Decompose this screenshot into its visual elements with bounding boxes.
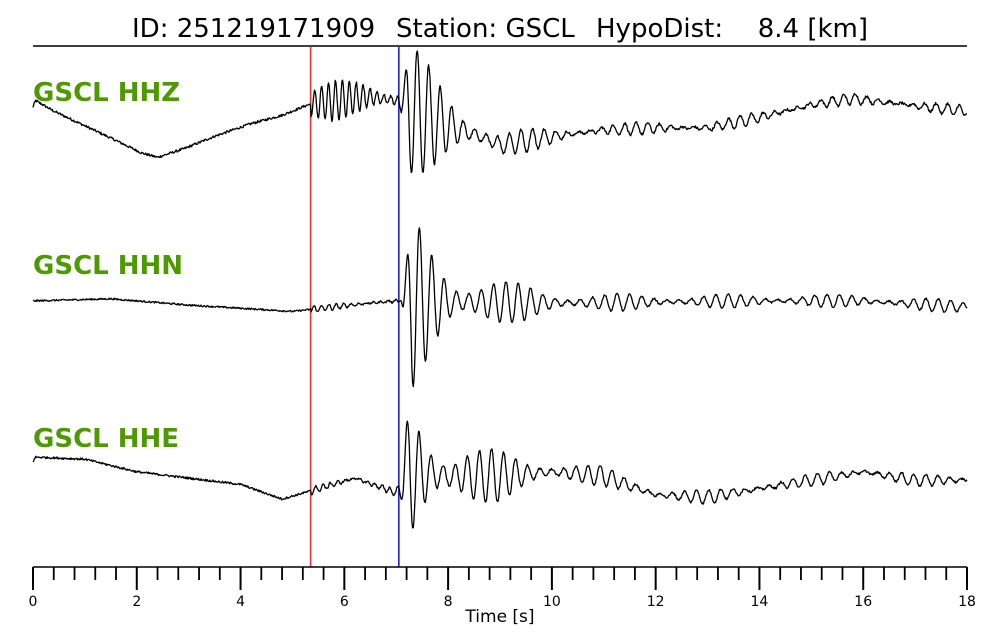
- channel-label-hhn: GSCL HHN: [33, 251, 183, 281]
- tick-label: 6: [340, 594, 349, 610]
- tick-label: 0: [29, 594, 38, 610]
- trace-hhe: [32, 420, 968, 529]
- tick-label: 2: [132, 594, 141, 610]
- channel-label-hhz: GSCL HHZ: [33, 78, 180, 108]
- station-text: Station: GSCL: [396, 14, 575, 44]
- figure-title: ID: 251219171909 Station: GSCL HypoDist:…: [132, 14, 868, 44]
- channel-label-hhe: GSCL HHE: [33, 424, 179, 454]
- waveform-traces: [32, 50, 968, 529]
- tick-label: 12: [647, 594, 665, 610]
- time-axis-label: Time [s]: [464, 607, 534, 627]
- tick-label: 16: [854, 594, 872, 610]
- tick-label: 18: [958, 594, 976, 610]
- hypodist-label: HypoDist:: [596, 14, 723, 44]
- event-id-text: ID: 251219171909: [132, 14, 375, 44]
- channel-labels: GSCL HHZ GSCL HHN GSCL HHE: [33, 78, 183, 454]
- tick-label: 8: [444, 594, 453, 610]
- time-axis: 0 2 4 6 8 10 12 14 16 18: [29, 566, 976, 610]
- hypodist-value: 8.4 [km]: [758, 14, 868, 44]
- tick-label: 14: [751, 594, 769, 610]
- tick-label: 4: [236, 594, 245, 610]
- tick-label: 10: [543, 594, 561, 610]
- trace-hhz: [32, 50, 968, 174]
- trace-hhn: [32, 227, 968, 388]
- phase-picks: [309, 47, 400, 567]
